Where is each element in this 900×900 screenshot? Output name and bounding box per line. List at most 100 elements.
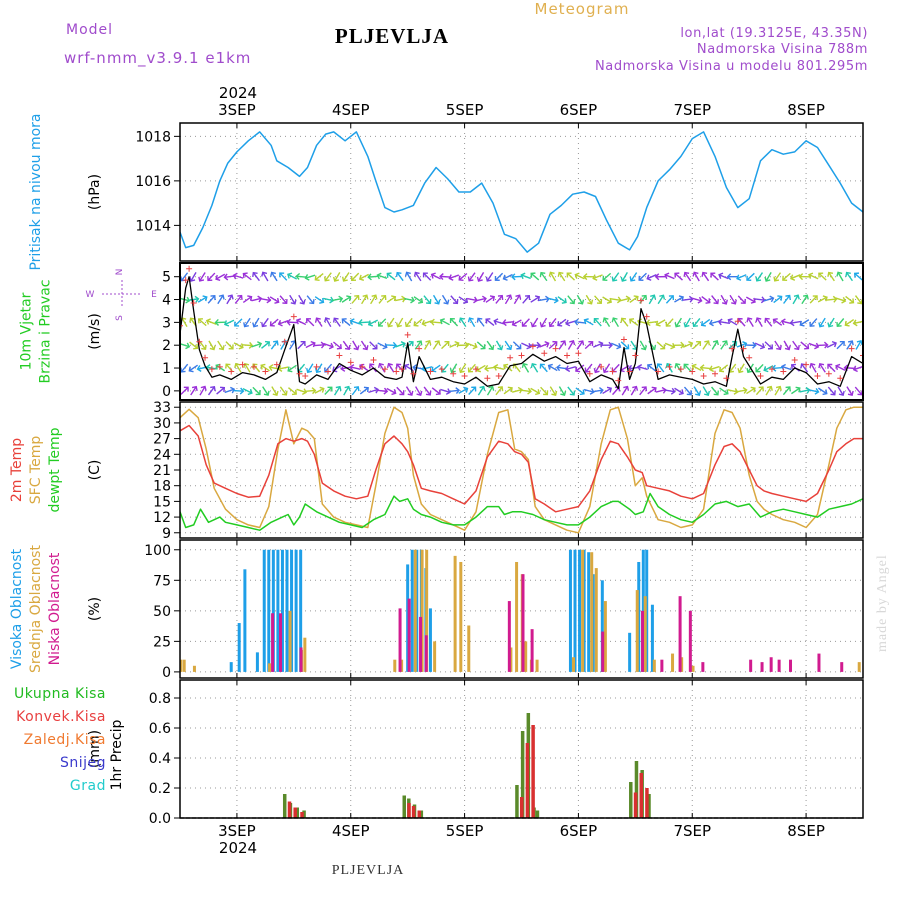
wind-arrow-shaft [647,387,657,395]
bar-cloud_high [600,580,604,672]
wind-arrow-shaft [342,340,350,350]
wind-arrow-head [569,340,576,346]
wind-arrow-shaft [360,340,368,350]
wind-arrow-head [193,344,199,350]
wind-arrow-head [602,367,609,374]
wind-arrow-head [602,317,609,323]
wind-arrow-shaft [449,389,460,393]
wind-arrow [789,319,801,327]
wind-arrow [817,295,828,303]
wind-arrow-shaft [244,363,251,373]
wind-arrow-head [521,362,528,369]
wind-arrow-head [260,363,266,370]
wind-arrow-shaft [710,272,719,281]
wind-arrow [423,295,432,305]
wind-arrow [664,342,676,350]
wind-arrow-head [674,322,681,328]
wind-arrow [207,272,216,282]
wind-arrow-shaft [261,317,269,327]
wind-arrow-head [319,298,325,304]
wind-arrow-shaft [377,342,388,349]
wind-arrow-shaft [656,341,665,350]
wind-arrow-head [282,390,288,396]
bar-cloud_mid [303,637,307,672]
wind-arrow-head [655,320,661,327]
wind-arrow-shaft [567,340,575,350]
wind-arrow-head [798,273,804,281]
wind-arrow-head [373,386,379,394]
wind-arrow-head [852,319,858,327]
wind-arrow-head [764,276,771,282]
wind-arrow-head [399,390,405,396]
wind-arrow-head [746,367,753,374]
wind-arrow-head [637,363,643,371]
wind-arrow-head [692,321,698,328]
wind-arrow-head [214,318,220,326]
wind-arrow-head [346,295,352,302]
wind-arrow-head [736,274,742,281]
wind-arrow [783,340,791,351]
gust-marker [404,331,411,338]
wind-arrow-shaft [700,366,711,370]
wind-arrow [189,272,197,282]
wind-arrow-shaft [260,364,270,372]
model-name: wrf-nmm_v3.9.1 e1km [64,49,251,68]
wind-arrow-shaft [494,366,505,370]
wind-arrow-shaft [548,341,558,350]
gust-marker [740,345,747,352]
wind-arrow [852,319,863,327]
wind-arrow-shaft [287,321,298,324]
wind-arrow-shaft [736,274,747,280]
wind-arrow-head [624,344,630,350]
wind-arrow [602,296,613,304]
wind-arrow-shaft [727,389,738,393]
compass-s: S [115,315,125,321]
bar-precip_total [535,810,540,818]
wind-arrow-shaft [224,275,235,278]
wind-arrow-head [416,390,423,397]
wind-arrow-head [472,342,478,350]
wind-arrow-shaft [648,294,655,305]
wind-arrow-shaft [567,386,575,396]
wind-arrow [549,386,558,396]
wind-arrow-head [557,321,563,327]
day-label-bottom-4SEP: 4SEP [332,822,370,840]
day-label-top-4SEP: 4SEP [332,101,370,119]
wind-arrow [189,317,197,327]
wind-arrow-head [425,390,432,396]
bar-cloud_high [285,549,289,672]
wind-arrow [376,272,388,280]
wind-arrow-head [608,341,613,349]
wind-arrow-head [565,365,571,373]
wind-arrow-shaft [404,297,415,302]
wind-arrow-shaft [801,294,808,305]
axis-title-precip: 1hr Precip [109,720,125,791]
wind-arrow-head [521,321,527,327]
wind-arrow [440,388,451,395]
wind-arrow-head [836,321,842,327]
wind-arrow [737,363,745,374]
wind-arrow [377,387,389,395]
wind-arrow-shaft [377,274,388,279]
wind-arrow-head [408,340,414,347]
wind-arrow-shaft [656,319,666,326]
wind-arrow-shaft [612,272,620,282]
wind-arrow-shaft [477,386,485,396]
bar-cloud_high [650,604,654,672]
wind-arrow [252,386,261,396]
wind-arrow-shaft [206,319,217,325]
wind-arrow-head [183,386,189,392]
bar-cloud_mid [509,647,513,672]
wind-arrow-head [202,295,208,302]
wind-arrow-shaft [422,320,433,325]
wind-arrow-head [856,340,863,346]
wind-arrow-shaft [819,317,826,327]
wind-arrow [377,342,388,350]
wind-arrow [224,386,236,394]
bar-precip_total [419,810,424,818]
wind-arrow-head [659,294,666,300]
wind-arrow-head [704,390,711,397]
precip-legend-4: Grad [70,778,106,794]
wind-arrow [476,341,486,350]
